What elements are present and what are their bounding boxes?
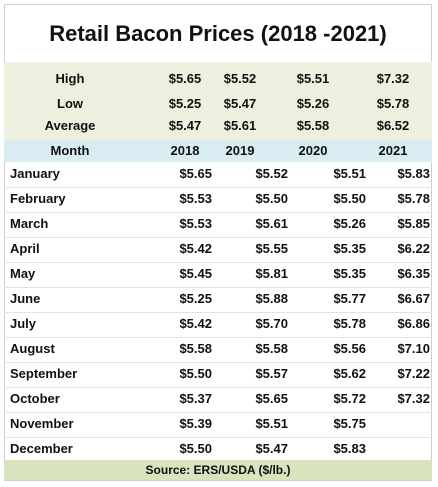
row-divider (4, 287, 432, 288)
price-cell: $5.58 (179, 341, 212, 356)
summary-value: $5.26 (296, 96, 330, 111)
summary-value: $5.47 (223, 96, 257, 111)
price-cell: $5.47 (255, 441, 288, 456)
month-label: November (10, 416, 74, 431)
price-cell (370, 438, 430, 460)
price-cell: $5.51 (333, 166, 366, 181)
price-cell: $6.22 (397, 241, 430, 256)
price-cell: $5.35 (333, 241, 366, 256)
source-note: Source: ERS/USDA ($/lb.) (4, 460, 432, 480)
price-cell: $5.55 (255, 241, 288, 256)
price-cell: $5.83 (397, 166, 430, 181)
price-cell: $7.22 (397, 366, 430, 381)
table-title: Retail Bacon Prices (2018 -2021) (49, 21, 387, 46)
row-divider (4, 187, 432, 188)
summary-label: Average (44, 118, 96, 133)
month-label: October (10, 391, 60, 406)
price-cell: $5.35 (333, 266, 366, 281)
price-cell: $5.78 (333, 316, 366, 331)
month-label: June (10, 291, 41, 306)
price-cell: $5.53 (179, 191, 212, 206)
summary-value: $5.65 (168, 71, 202, 86)
price-cell: $5.61 (255, 216, 288, 231)
price-cell: $5.72 (333, 391, 366, 406)
price-cell: $5.25 (179, 291, 212, 306)
row-divider (4, 437, 432, 438)
price-cell: $5.45 (179, 266, 212, 281)
row-divider (4, 337, 432, 338)
price-cell: $5.75 (333, 416, 366, 431)
price-cell: $5.78 (397, 191, 430, 206)
price-cell: $5.58 (255, 341, 288, 356)
summary-label: High (55, 71, 85, 86)
summary-value: $5.51 (296, 71, 330, 86)
header-year: 2018 (170, 143, 200, 158)
month-label: February (10, 191, 66, 206)
price-cell: $5.26 (333, 216, 366, 231)
price-cell: $5.53 (179, 216, 212, 231)
summary-band (4, 62, 432, 140)
summary-value: $5.25 (168, 96, 202, 111)
table-border (4, 4, 432, 481)
summary-value: $5.58 (296, 118, 330, 133)
row-divider (4, 362, 432, 363)
price-cell: $5.77 (333, 291, 366, 306)
price-cell: $6.86 (397, 316, 430, 331)
price-cell (370, 413, 430, 435)
header-band (4, 140, 432, 162)
month-label: August (10, 341, 55, 356)
price-cell: $5.51 (255, 416, 288, 431)
month-label: March (10, 216, 49, 231)
price-cell: $5.70 (255, 316, 288, 331)
price-cell: $5.83 (333, 441, 366, 456)
price-cell: $5.56 (333, 341, 366, 356)
header-year: 2019 (225, 143, 255, 158)
row-divider (4, 262, 432, 263)
row-divider (4, 387, 432, 388)
price-cell: $7.10 (397, 341, 430, 356)
summary-value: $5.47 (168, 118, 202, 133)
price-cell: $5.50 (179, 366, 212, 381)
header-month-label: Month (50, 143, 90, 158)
price-cell: $5.88 (255, 291, 288, 306)
month-label: January (10, 166, 60, 181)
price-cell: $5.65 (179, 166, 212, 181)
summary-value: $5.61 (223, 118, 257, 133)
month-label: July (10, 316, 37, 331)
row-divider (4, 412, 432, 413)
summary-label: Low (57, 96, 83, 111)
price-cell: $5.57 (255, 366, 288, 381)
price-cell: $5.85 (397, 216, 430, 231)
price-cell: $5.50 (333, 191, 366, 206)
summary-value: $5.78 (376, 96, 410, 111)
price-cell: $7.32 (397, 391, 430, 406)
price-cell: $5.81 (255, 266, 288, 281)
price-cell: $5.50 (255, 191, 288, 206)
price-cell: $5.42 (179, 241, 212, 256)
header-year: 2020 (298, 143, 328, 158)
price-cell: $6.35 (397, 266, 430, 281)
summary-value: $6.52 (376, 118, 410, 133)
price-cell: $5.37 (179, 391, 212, 406)
month-label: December (10, 441, 73, 456)
row-divider (4, 312, 432, 313)
price-cell: $5.62 (333, 366, 366, 381)
price-cell: $5.52 (255, 166, 288, 181)
row-divider (4, 237, 432, 238)
summary-value: $7.32 (376, 71, 410, 86)
price-cell: $6.67 (397, 291, 430, 306)
price-cell: $5.65 (255, 391, 288, 406)
price-cell: $5.39 (179, 416, 212, 431)
summary-value: $5.52 (223, 71, 257, 86)
price-cell: $5.50 (179, 441, 212, 456)
month-label: May (10, 266, 36, 281)
row-divider (4, 212, 432, 213)
header-year: 2021 (378, 143, 408, 158)
month-label: April (10, 241, 40, 256)
price-cell: $5.42 (179, 316, 212, 331)
month-label: September (10, 366, 78, 381)
